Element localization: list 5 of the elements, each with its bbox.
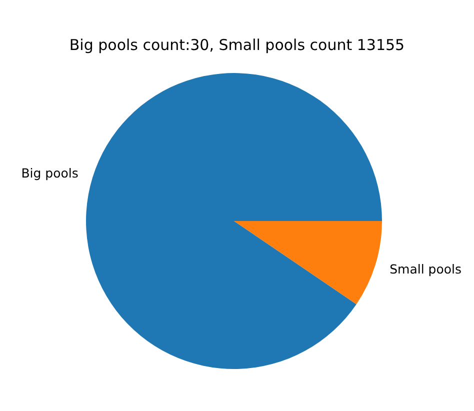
pie-slice	[86, 73, 382, 369]
chart-title: Big pools count:30, Small pools count 13155	[68, 36, 406, 54]
slice-label: Small pools	[390, 261, 462, 276]
pie-slice	[234, 221, 382, 304]
slice-label: Big pools	[21, 166, 78, 181]
